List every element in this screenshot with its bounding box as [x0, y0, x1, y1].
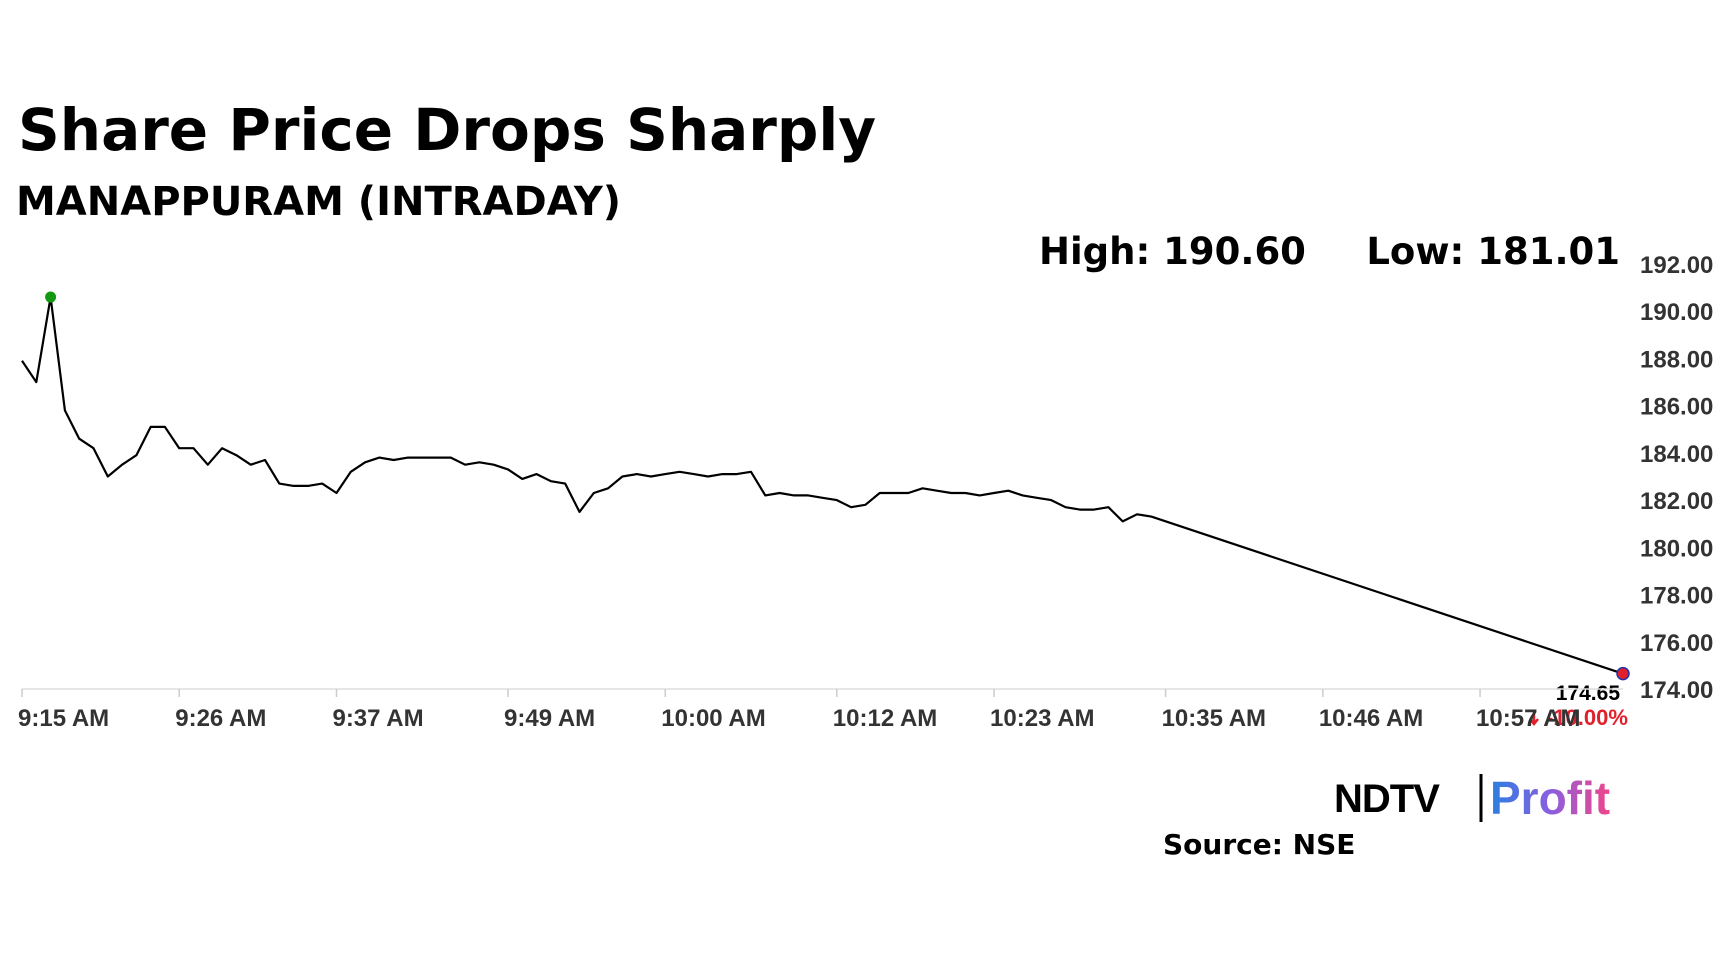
high-label: High: 190.60: [1039, 230, 1306, 273]
last-marker: [1616, 666, 1630, 681]
y-tick-label: 186.00: [1640, 394, 1713, 421]
x-tick-label: 9:49 AM: [504, 705, 595, 732]
x-tick-label: 9:26 AM: [175, 705, 266, 732]
x-tick-label: 9:37 AM: [332, 705, 423, 732]
y-tick-label: 184.00: [1640, 441, 1713, 468]
chart-subtitle: MANAPPURAM (INTRADAY): [16, 179, 621, 225]
y-tick-label: 180.00: [1640, 535, 1713, 562]
y-tick-label: 178.00: [1640, 583, 1713, 610]
price-line: [21, 296, 1624, 675]
low-label: Low: 181.01: [1366, 230, 1620, 273]
x-tick-label: 10:00 AM: [661, 705, 765, 732]
y-tick-label: 192.00: [1640, 252, 1713, 279]
chart-title: Share Price Drops Sharply: [18, 96, 876, 164]
high-marker: [45, 291, 57, 303]
x-tick-label: 10:35 AM: [1162, 705, 1266, 732]
x-tick-label: 10:12 AM: [833, 705, 937, 732]
y-tick-label: 190.00: [1640, 299, 1713, 326]
logo-left: NDTV: [1334, 777, 1440, 821]
change-label: -10.00%: [1546, 705, 1628, 730]
x-tick-label: 10:57 AM: [1476, 705, 1580, 732]
logo-right: Profit: [1490, 772, 1610, 824]
y-tick-label: 182.00: [1640, 488, 1713, 515]
y-tick-label: 174.00: [1640, 677, 1713, 704]
y-tick-label: 188.00: [1640, 346, 1713, 373]
x-tick-label: 9:15 AM: [18, 705, 109, 732]
down-arrow: [1529, 711, 1539, 727]
x-tick-label: 10:46 AM: [1319, 705, 1423, 732]
last-value-label: 174.65: [1556, 682, 1621, 705]
x-tick-label: 10:23 AM: [990, 705, 1094, 732]
y-tick-label: 176.00: [1640, 630, 1713, 657]
source: Source: NSE: [1163, 828, 1355, 861]
